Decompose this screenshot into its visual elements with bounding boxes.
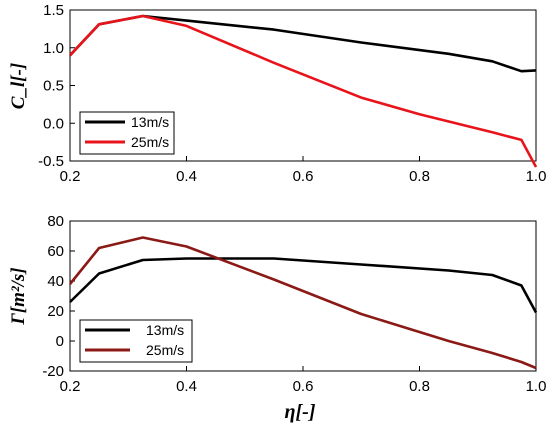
y-tick-label-cl-3: 1.0 (43, 40, 64, 57)
x-tick-label-circulation-0: 0.2 (60, 378, 81, 395)
y-axis-label-circulation: Γ[m²/s] (8, 267, 29, 325)
legend-circulation: 13m/s 25m/s (79, 319, 193, 363)
y-tick-label-circulation-1: 0 (56, 333, 64, 350)
y-tick-label-circulation-0: -20 (42, 363, 64, 380)
panel-circulation: Γ[m²/s] η[-] 0.2 0.4 0.6 0.8 1.0 -20 0 20 40 60 8… (8, 213, 546, 423)
series-line-cl-25ms (69, 14, 538, 168)
legend-label-circ-25: 25m/s (146, 342, 184, 358)
x-tick-label-circulation-3: 0.8 (409, 378, 430, 395)
series-line-circulation-13ms (69, 257, 538, 314)
y-tick-label-cl-1: 0.0 (43, 115, 64, 132)
legend-cl: 13m/s 25m/s (79, 111, 175, 155)
series-line-circulation-25ms (68, 236, 537, 370)
x-tick-label-cl-3: 0.8 (409, 168, 430, 185)
x-tick-label-circulation-2: 0.6 (293, 378, 314, 395)
legend-box-cl (79, 111, 175, 155)
x-ticks-cl: 0.2 0.4 0.6 0.8 1.0 (60, 156, 547, 185)
x-tick-label-cl-1: 0.4 (176, 168, 197, 185)
y-tick-label-circulation-3: 40 (47, 273, 64, 290)
series-group-circulation (68, 236, 538, 370)
series-line-cl-13ms (69, 14, 537, 73)
legend-box-circulation (79, 319, 193, 363)
y-tick-label-circulation-5: 80 (47, 213, 64, 230)
y-axis-label-cl: C_l[-] (8, 63, 29, 109)
x-axis-label-eta: η[-] (285, 401, 316, 423)
y-tick-label-circulation-2: 20 (47, 303, 64, 320)
y-tick-label-cl-2: 0.5 (43, 78, 64, 95)
panel-cl: C_l[-] 0.2 0.4 0.6 0.8 1.0 -0.50.00.51.01.5 … (8, 2, 546, 185)
x-tick-label-cl-0: 0.2 (60, 168, 81, 185)
y-ticks-circulation: -20 0 20 40 60 80 (42, 213, 75, 380)
y-ticks-cl: -0.5 0.0 0.5 1.0 1.5 (38, 2, 75, 170)
series-group-cl (69, 14, 538, 168)
x-tick-label-cl-4: 1.0 (526, 168, 547, 185)
x-ticks-circulation: 0.2 0.4 0.6 0.8 1.0 (60, 366, 547, 395)
y-tick-label-circulation-4: 60 (47, 243, 64, 260)
y-tick-label-cl-4: 1.5 (43, 2, 64, 19)
x-tick-label-circulation-1: 0.4 (176, 378, 197, 395)
y-tick-label-cl-0: -0.5 (38, 153, 64, 170)
legend-label-circ-13: 13m/s (146, 322, 184, 338)
x-tick-label-cl-2: 0.6 (293, 168, 314, 185)
legend-label-cl-13: 13m/s (131, 114, 169, 130)
x-tick-label-circulation-4: 1.0 (526, 378, 547, 395)
legend-label-cl-25: 25m/s (131, 134, 169, 150)
